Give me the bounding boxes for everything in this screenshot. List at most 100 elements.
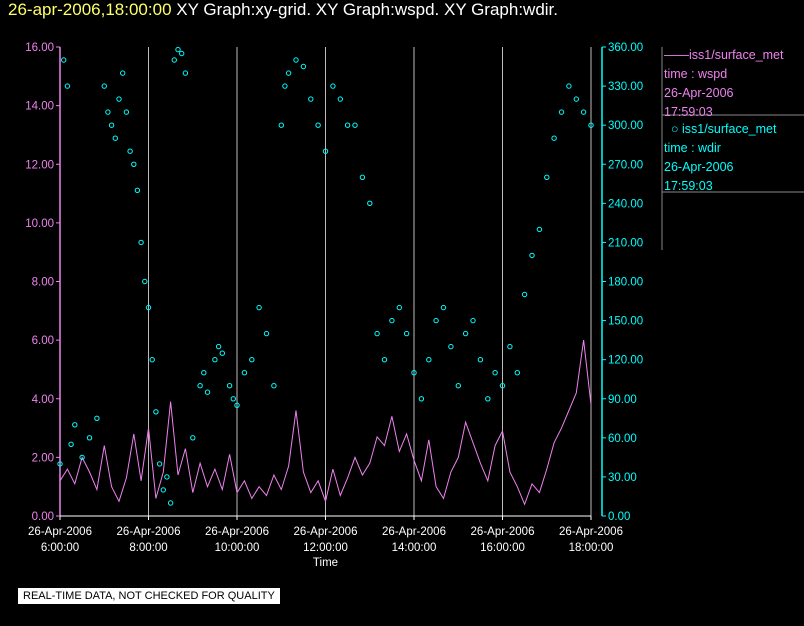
disclaimer-label: REAL-TIME DATA, NOT CHECKED FOR QUALITY <box>18 588 280 604</box>
series-wdir-point <box>514 370 520 376</box>
series-wdir-point <box>179 50 185 57</box>
series-wdir-point <box>344 122 351 128</box>
x-tick-label-date: 26-Apr-2006 <box>471 526 535 538</box>
series-wdir-point <box>134 187 141 194</box>
series-wdir-point <box>330 83 336 89</box>
x-tick-label-time: 14:00:00 <box>392 542 437 554</box>
series-wdir-point <box>426 357 432 363</box>
series-wdir-point <box>105 109 111 115</box>
series-wdir-point <box>226 383 233 389</box>
series-wdir-point <box>352 122 358 128</box>
series-wdir-point <box>153 409 159 415</box>
series-wdir-point <box>403 330 410 337</box>
series-wdir-point <box>94 415 100 421</box>
series-wdir-point <box>536 226 543 233</box>
series-wdir-point <box>219 350 226 356</box>
series-wdir-point <box>558 109 565 115</box>
series-wdir-point <box>278 122 284 128</box>
series-wdir-point <box>234 402 240 408</box>
series-wdir-point <box>145 304 152 311</box>
series-wdir-point <box>197 383 203 389</box>
legend-text: time : wdir <box>664 141 721 155</box>
series-wdir-point <box>249 357 255 363</box>
x-tick-label-time: 10:00:00 <box>215 542 260 554</box>
series-wdir-point <box>101 83 108 89</box>
legend-line-0: ○ iss1/surface_met <box>664 120 777 139</box>
series-wdir-point <box>271 383 277 389</box>
series-wdir-point <box>411 370 417 376</box>
y-left-tick-label: 12.00 <box>25 159 54 171</box>
y-right-tick-label: 360.00 <box>608 42 643 54</box>
series-wdir-point <box>282 83 288 89</box>
series-wdir-point <box>551 135 557 141</box>
series-wdir-point <box>164 474 170 480</box>
series-wdir-point <box>64 83 71 89</box>
y-left-tick-label: 14.00 <box>25 101 54 113</box>
y-right-tick-label: 180.00 <box>608 277 643 289</box>
series-wdir-point <box>171 57 178 63</box>
series-wdir-point <box>131 161 137 168</box>
series-wdir-point <box>433 317 439 324</box>
y-left-tick-label: 2.00 <box>32 452 54 464</box>
series-wdir-point <box>389 317 395 324</box>
y-right-tick-label: 150.00 <box>608 316 643 328</box>
legend-entry-wdir: ○ iss1/surface_met time : wdir 26-Apr-20… <box>664 120 776 196</box>
x-axis-label: Time <box>313 557 338 569</box>
series-wspd-line <box>59 340 592 506</box>
series-wdir-point <box>182 70 189 76</box>
title-datetime: 26-apr-2006,18:00:00 <box>8 0 172 19</box>
series-wdir-point <box>477 357 484 363</box>
legend-text: 17:59:03 <box>664 105 713 119</box>
series-wdir-point <box>263 330 270 337</box>
series-wdir-point <box>149 357 155 363</box>
series-wdir-point <box>396 304 402 311</box>
legend-symbol-circle: ○ <box>664 122 682 136</box>
series-wdir-point <box>57 461 63 467</box>
series-wdir-point <box>359 174 366 181</box>
series-wdir-point <box>470 317 476 324</box>
y-right-tick-label: 60.00 <box>608 433 637 445</box>
legend-text: 17:59:03 <box>664 179 713 193</box>
series-wdir-point <box>367 200 373 207</box>
series-wdir-point <box>212 357 218 363</box>
x-tick-label-time: 12:00:00 <box>303 542 348 554</box>
series-wdir-point <box>308 96 314 102</box>
series-wdir-point <box>315 122 321 128</box>
x-tick-label-time: 6:00:00 <box>41 542 79 554</box>
series-wdir-point <box>374 330 380 337</box>
series-wdir-point <box>112 135 119 141</box>
series-wdir-point <box>175 46 181 53</box>
y-right-tick-label: 0.00 <box>608 511 630 523</box>
x-tick-label-date: 26-Apr-2006 <box>28 526 92 538</box>
series-wdir-point <box>418 396 425 402</box>
series-wdir-point <box>285 70 292 76</box>
series-wdir-point <box>566 83 572 89</box>
series-wdir-point <box>492 370 498 376</box>
series-wdir-point <box>230 396 237 402</box>
series-wdir-point <box>86 435 93 441</box>
series-wdir-point <box>204 389 211 395</box>
x-tick-label-time: 8:00:00 <box>129 542 167 554</box>
x-tick-label-date: 26-Apr-2006 <box>117 526 181 538</box>
x-tick-label-date: 26-Apr-2006 <box>205 526 269 538</box>
series-wdir-point <box>167 500 174 506</box>
series-wdir-point <box>123 109 130 115</box>
series-wdir-point <box>521 291 528 298</box>
series-wdir-point <box>190 435 196 441</box>
series-wdir-point <box>241 370 248 376</box>
legend-symbol-line: —— <box>664 48 689 62</box>
series-wdir-point <box>300 63 307 70</box>
y-left-tick-label: 4.00 <box>32 394 54 406</box>
series-wdir-point <box>201 370 207 376</box>
series-wdir-point <box>499 383 506 389</box>
y-right-tick-label: 90.00 <box>608 394 637 406</box>
x-tick-label-time: 18:00:00 <box>569 542 614 554</box>
series-wdir-point <box>72 422 78 428</box>
legend-text: iss1/surface_met <box>681 122 777 136</box>
y-left-tick-label: 10.00 <box>25 218 54 230</box>
x-tick-label-date: 26-Apr-2006 <box>382 526 446 538</box>
series-wdir-point <box>68 441 74 447</box>
series-wdir-point <box>455 383 461 389</box>
series-wdir-point <box>138 239 144 246</box>
